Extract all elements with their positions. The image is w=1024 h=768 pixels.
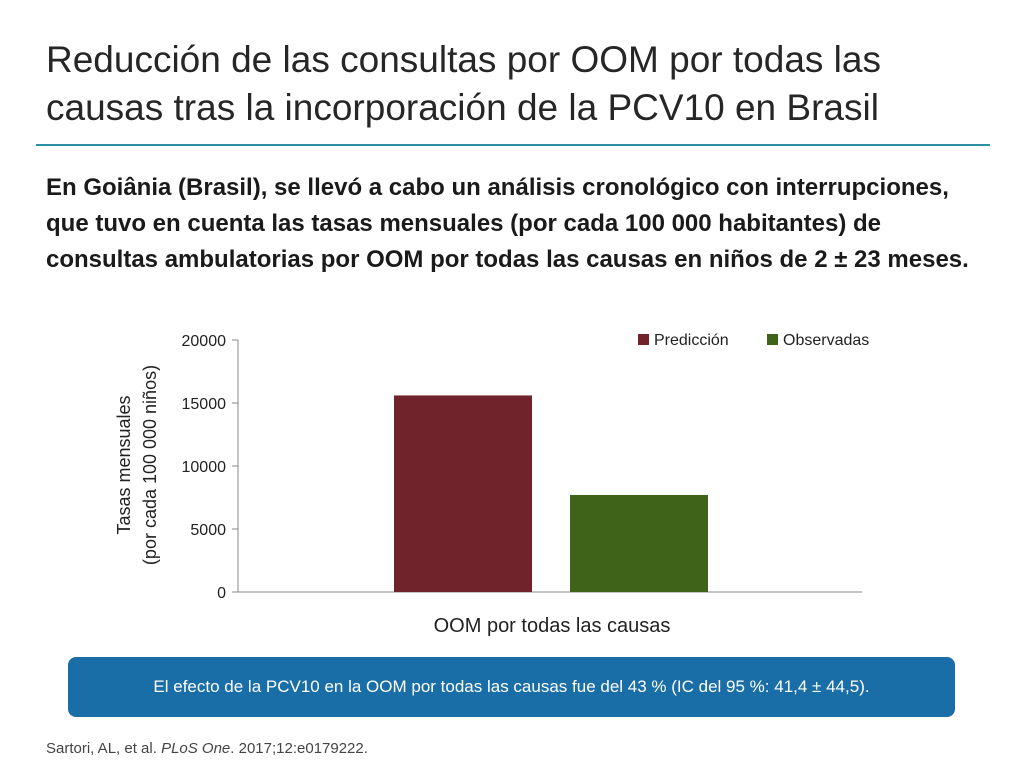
y-tick-label: 15000 (182, 396, 227, 413)
legend-swatch (638, 334, 649, 345)
legend: Predicción Observadas (638, 332, 869, 349)
bar-prediccion (394, 395, 532, 592)
y-tick-label: 5000 (190, 522, 226, 539)
y-axis: 0 5000 10000 15000 20000 (182, 333, 239, 602)
y-axis-title: Tasas mensuales (por cada 100 000 niños) (114, 365, 160, 565)
citation: Sartori, AL, et al. PLoS One. 2017;12:e0… (46, 740, 368, 757)
x-axis-label: OOM por todas las causas (434, 615, 671, 637)
slide-title: Reducción de las consultas por OOM por t… (46, 39, 881, 128)
effect-callout: El efecto de la PCV10 en la OOM por toda… (68, 657, 955, 717)
bar-observadas (570, 494, 708, 592)
y-axis-sublabel: (por cada 100 000 niños) (140, 365, 160, 565)
bar-chart: Tasas mensuales (por cada 100 000 niños)… (114, 332, 869, 637)
y-axis-label: Tasas mensuales (114, 395, 134, 534)
y-tick-label: 0 (217, 585, 226, 602)
y-tick-label: 20000 (182, 333, 227, 350)
citation-details: . 2017;12:e0179222. (230, 740, 368, 757)
intro-text: En Goiânia (Brasil), se llevó a cabo un … (46, 174, 969, 273)
citation-authors: Sartori, AL, et al. (46, 740, 162, 757)
y-tick-label: 10000 (182, 459, 227, 476)
citation-journal: PLoS One (161, 740, 231, 757)
legend-label: Observadas (783, 332, 869, 349)
legend-swatch (767, 334, 778, 345)
title-divider (36, 144, 990, 146)
legend-label: Predicción (654, 332, 729, 349)
